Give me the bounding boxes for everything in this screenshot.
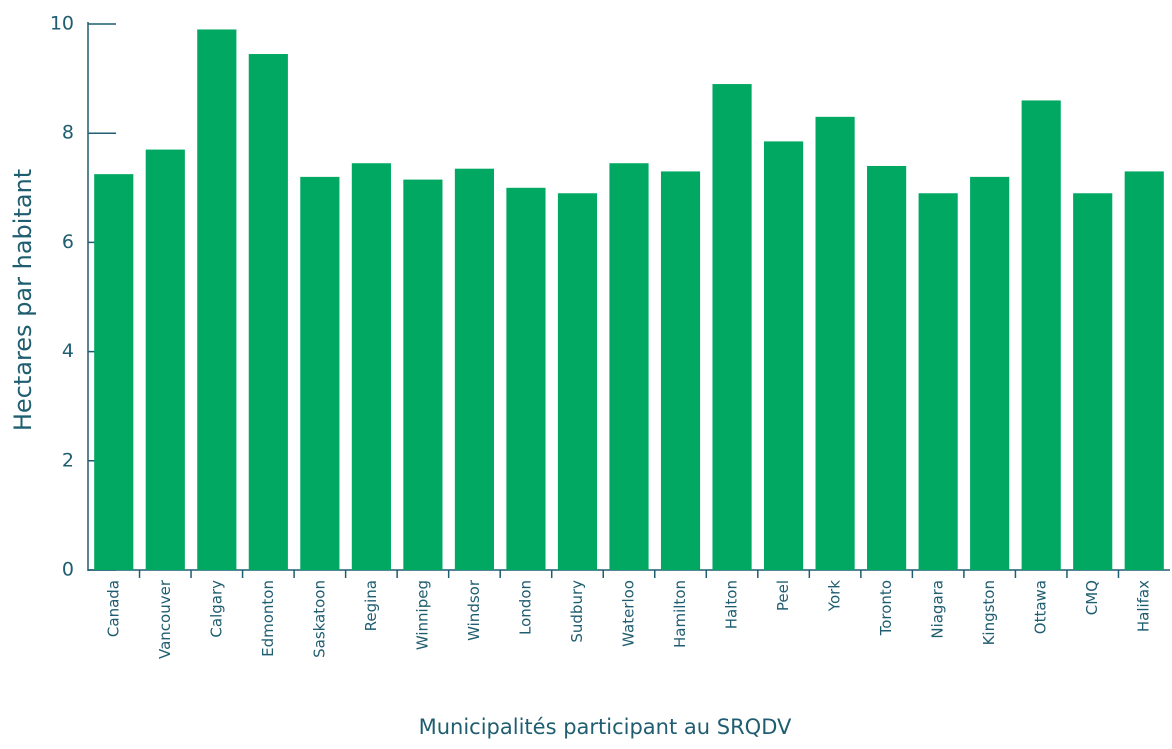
bar: [1021, 100, 1061, 570]
bar: [145, 149, 185, 570]
x-tick-label: Ottawa: [1032, 580, 1050, 634]
bar: [506, 187, 546, 571]
bar: [867, 165, 907, 570]
x-tick-label: Halifax: [1135, 580, 1153, 632]
x-tick-label: Niagara: [929, 580, 947, 639]
bar: [918, 193, 958, 570]
bar: [300, 176, 340, 570]
y-tick-label: 8: [62, 122, 74, 144]
x-tick-label: Halton: [723, 580, 741, 629]
y-tick-label: 10: [50, 13, 74, 35]
bar: [1073, 193, 1113, 570]
bar: [815, 116, 855, 570]
x-tick-label: Calgary: [207, 580, 225, 638]
x-tick-label: Kingston: [980, 580, 998, 645]
bar: [763, 141, 804, 570]
x-tick-label: Regina: [362, 580, 380, 631]
bar: [1124, 171, 1164, 571]
bar: [197, 29, 237, 570]
x-tick-label: Winnipeg: [413, 580, 431, 650]
bar: [712, 84, 752, 570]
x-tick-label: Saskatoon: [310, 580, 328, 658]
x-tick-label: London: [516, 580, 534, 635]
x-tick-label: Hamilton: [671, 580, 689, 648]
x-tick-label: Waterloo: [620, 580, 638, 647]
x-tick-label: Edmonton: [259, 580, 277, 657]
bar: [609, 163, 649, 571]
y-tick-label: 2: [62, 449, 74, 471]
x-tick-label: Toronto: [877, 580, 895, 636]
x-tick-label: Canada: [104, 580, 122, 637]
y-axis-label: Hectares par habitant: [9, 169, 37, 431]
y-tick-label: 0: [62, 559, 74, 581]
x-tick-label: York: [826, 580, 844, 613]
bar: [403, 179, 443, 571]
x-tick-label: CMQ: [1083, 580, 1101, 615]
bar: [454, 168, 495, 570]
x-tick-label: Sudbury: [568, 580, 586, 643]
y-tick-label: 6: [62, 231, 74, 253]
bar: [660, 171, 701, 571]
bar: [94, 174, 134, 570]
x-tick-label: Peel: [774, 580, 792, 611]
bar: [248, 54, 288, 570]
x-tick-label: Windsor: [465, 579, 483, 641]
x-tick-label: Vancouver: [156, 579, 174, 659]
bar: [351, 163, 391, 571]
bar: [557, 193, 598, 570]
y-tick-label: 4: [62, 340, 74, 362]
bar: [970, 176, 1010, 570]
x-axis-label: Municipalités participant au SRQDV: [419, 715, 792, 739]
